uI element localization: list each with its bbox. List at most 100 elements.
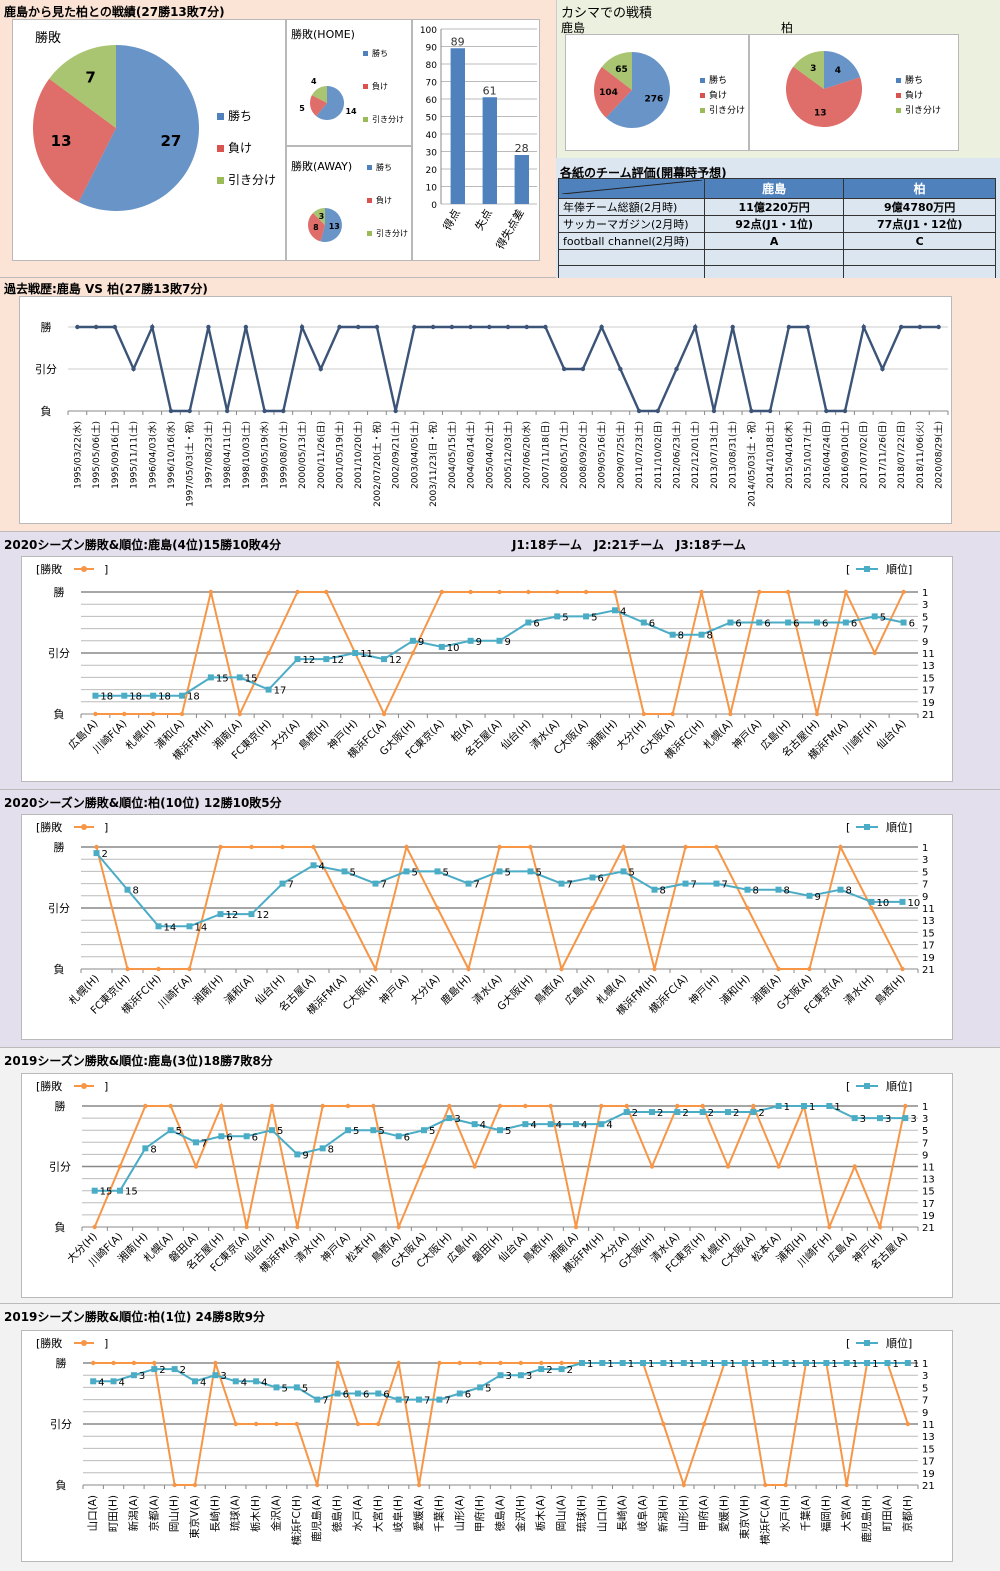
result-point <box>636 408 642 414</box>
eval-kashima-value: A <box>703 232 845 250</box>
rank-point <box>813 619 820 626</box>
rank-tick-label: 5 <box>922 867 928 878</box>
rank-data-label: 1 <box>872 1359 878 1370</box>
rank-point <box>611 607 618 614</box>
x-tick-label: 京都(H) <box>901 1495 914 1532</box>
rank-data-label: 5 <box>429 1126 435 1137</box>
x-tick-label: 湘南(H) <box>190 972 225 1007</box>
pie-data-label: 13 <box>814 108 827 118</box>
rank-data-label: 5 <box>562 612 568 623</box>
result-point <box>150 711 156 717</box>
result-point <box>374 324 380 330</box>
x-tick-label: 栃木(H) <box>249 1495 262 1532</box>
rank-point <box>130 1372 137 1379</box>
eval-kashiwa-value: 77点(J1・12位) <box>843 215 996 233</box>
history-section: 過去戦歴:鹿島 VS 柏(27勝13敗7分) 負 引分 勝 1995/03/22(水)… <box>0 278 1000 532</box>
rank-point <box>471 1121 478 1128</box>
k2019-section: 2019シーズン勝敗&順位:鹿島(3位)18勝7敗8分 1 3 5 7 9 11 13 15 1… <box>0 1048 1000 1304</box>
result-point <box>447 1103 452 1109</box>
rank-data-label: 5 <box>277 1126 283 1137</box>
rank-point <box>477 1384 484 1391</box>
result-point <box>699 589 704 595</box>
x-tick-label: 1999/05/19(水) <box>259 421 271 489</box>
rank-tick-label: 11 <box>922 1163 935 1174</box>
rank-data-label: 3 <box>506 1371 512 1382</box>
x-tick-label: 浦和(A) <box>222 972 257 1007</box>
rank-data-label: 8 <box>133 886 139 897</box>
rank-point <box>674 1109 681 1116</box>
legend-label-win: 勝ち <box>372 48 388 58</box>
rank-data-label: 2 <box>546 1365 552 1376</box>
eval-row: サッカーマガジン(2月時) 92点(J1・1位) 77点(J1・12位) <box>558 215 996 233</box>
rank-tick-label: 13 <box>922 661 935 672</box>
x-tick-label: 2008/09/20(土) <box>577 421 589 489</box>
result-point <box>936 324 941 330</box>
rank-point <box>381 656 388 663</box>
rank-data-label: 4 <box>261 1377 267 1388</box>
rank-point <box>640 619 647 626</box>
result-point <box>125 966 130 972</box>
x-tick-label: 2005/04/02(土) <box>483 421 495 489</box>
x-tick-label: 2003/04/05(土) <box>408 421 420 489</box>
result-point <box>649 1164 655 1169</box>
rank-point <box>558 880 565 887</box>
rank-point <box>837 886 844 893</box>
result-point <box>262 408 267 414</box>
rank-data-label: 4 <box>581 1120 587 1131</box>
rank-point <box>395 1133 402 1140</box>
rank-tick-label: 19 <box>922 1211 935 1222</box>
rank-data-label: 8 <box>707 631 713 642</box>
x-tick-label: 鹿島(H) <box>438 972 473 1007</box>
rank-tick-label: 21 <box>922 1481 935 1492</box>
result-point <box>590 905 595 911</box>
rank-point <box>538 1366 545 1373</box>
rank-data-label: 2 <box>708 1108 714 1119</box>
pie-data-label: 8 <box>313 223 319 232</box>
pie-slice-loss <box>786 66 862 127</box>
result-point <box>543 324 548 330</box>
rank-data-label: 10 <box>908 898 921 909</box>
result-point <box>869 905 874 911</box>
rank-tick-label: 1 <box>922 843 928 854</box>
home-pie-panel: 勝敗(HOME) 14 5 4 勝ち 負け 引き分け <box>286 19 412 146</box>
result-point <box>187 408 192 414</box>
result-point <box>898 324 904 330</box>
kashima-home-pie-panel: 276 104 65 勝ち 負け 引き分け <box>565 34 749 151</box>
rank-point <box>124 886 131 893</box>
eval-row-label: サッカーマガジン(2月時) <box>558 215 705 233</box>
result-point <box>618 366 623 372</box>
rank-data-label: 3 <box>526 1371 532 1382</box>
eval-kashima-value: 11億220万円 <box>703 198 845 216</box>
result-point <box>111 1360 116 1366</box>
result-point <box>237 711 242 717</box>
pie-data-label: 7 <box>85 69 95 87</box>
result-point <box>294 1421 300 1427</box>
x-tick-label: 神戸(A) <box>729 717 764 752</box>
rank-tick-label: 7 <box>922 880 928 891</box>
eval-table: 鹿島 柏 年俸チーム総額(2月時) 11億220万円 9億4780万円 サッカーマガ… <box>558 178 996 282</box>
x-tick-label: 山口(A) <box>87 1495 99 1531</box>
x-tick-label: 琉球(A) <box>229 1495 242 1531</box>
result-point <box>749 408 754 414</box>
result-point <box>150 324 155 330</box>
eval-kashima-value: 92点(J1・1位) <box>703 215 845 233</box>
x-tick-label: 福岡(H) <box>819 1495 832 1532</box>
result-point <box>266 650 271 656</box>
result-point <box>725 1164 731 1169</box>
k2019-title: 2019シーズン勝敗&順位:鹿島(3位)18勝7敗8分 <box>4 1054 273 1068</box>
rank-data-label: 9 <box>476 637 482 648</box>
x-tick-label: 金沢(A) <box>269 1495 282 1531</box>
rank-data-label: 14 <box>195 922 208 933</box>
rank-point <box>843 1360 850 1366</box>
result-point <box>528 844 533 850</box>
rank-point <box>554 613 561 620</box>
rank-point <box>273 1384 280 1391</box>
result-point <box>324 589 329 595</box>
y-axis-label: 引分 <box>48 901 70 915</box>
rank-point <box>620 868 627 875</box>
rank-point <box>884 1360 891 1366</box>
result-point <box>814 711 820 717</box>
rank-data-label: 5 <box>378 1126 384 1137</box>
rank-point <box>721 1360 728 1366</box>
pie-data-label: 276 <box>645 95 664 105</box>
